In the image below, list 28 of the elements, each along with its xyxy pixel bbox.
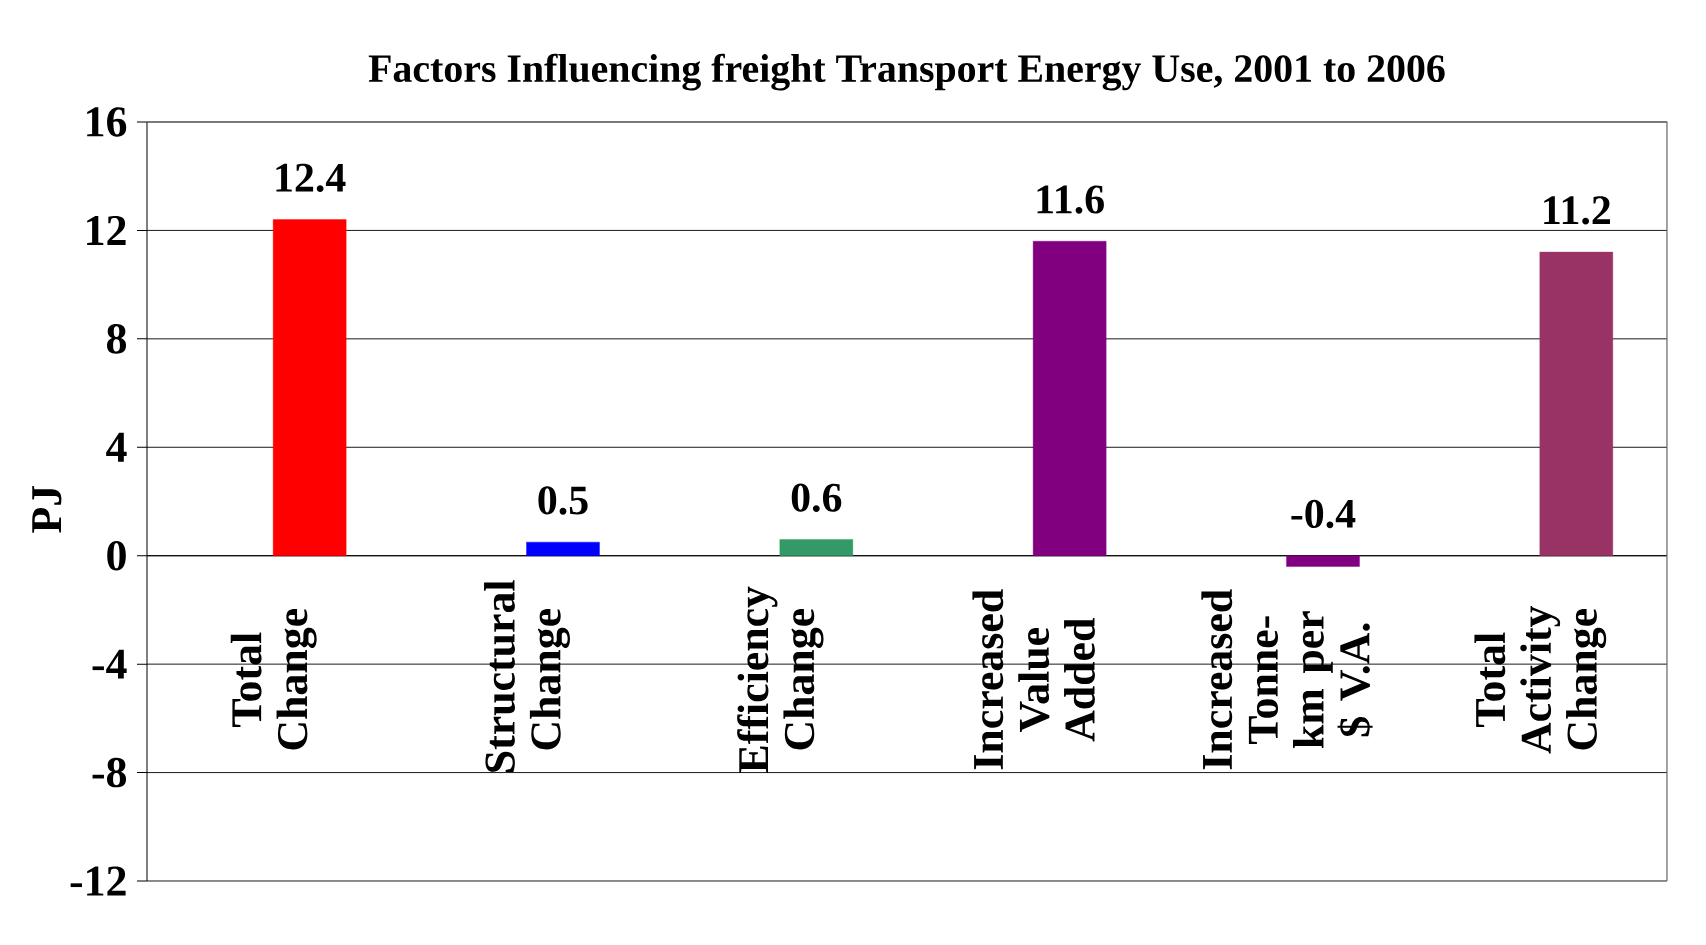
bar <box>779 539 854 556</box>
x-tick-label: Increased Tonne-km per $ V.A. <box>1201 589 1373 770</box>
x-tick-label: Total Change <box>230 609 317 750</box>
bar <box>1286 555 1360 567</box>
x-tick-label: Total Activity Change <box>1474 605 1607 754</box>
bar <box>272 219 347 556</box>
bar <box>526 541 600 556</box>
data-label: 0.5 <box>538 486 588 515</box>
y-tick-label: 16 <box>87 107 127 137</box>
data-label: 0.6 <box>791 483 842 512</box>
chart-title: Factors Influencing freight Transport Energy Use, 2001 to 2006 <box>368 53 1445 91</box>
data-label: 12.4 <box>276 163 346 193</box>
y-tick-label: 4 <box>106 432 127 462</box>
x-tick-label: Efficiency Change <box>737 586 824 773</box>
y-tick-label: 8 <box>107 324 127 354</box>
y-tick-label: -4 <box>92 649 127 679</box>
x-tick-label: Increased Value Added <box>972 589 1095 770</box>
data-label: -0.4 <box>1291 499 1356 529</box>
y-tick-label: 0 <box>107 540 126 571</box>
x-tick-label: Structural Change <box>484 580 570 772</box>
data-label: 11.6 <box>1037 185 1104 214</box>
y-tick-label: -8 <box>92 757 127 788</box>
bar <box>1032 241 1107 556</box>
y-tick-label: -12 <box>70 866 126 896</box>
data-label: 11.2 <box>1544 196 1610 225</box>
y-tick-label: 12 <box>87 215 126 245</box>
y-axis-title: PJ <box>32 485 62 533</box>
bar <box>1539 251 1614 556</box>
